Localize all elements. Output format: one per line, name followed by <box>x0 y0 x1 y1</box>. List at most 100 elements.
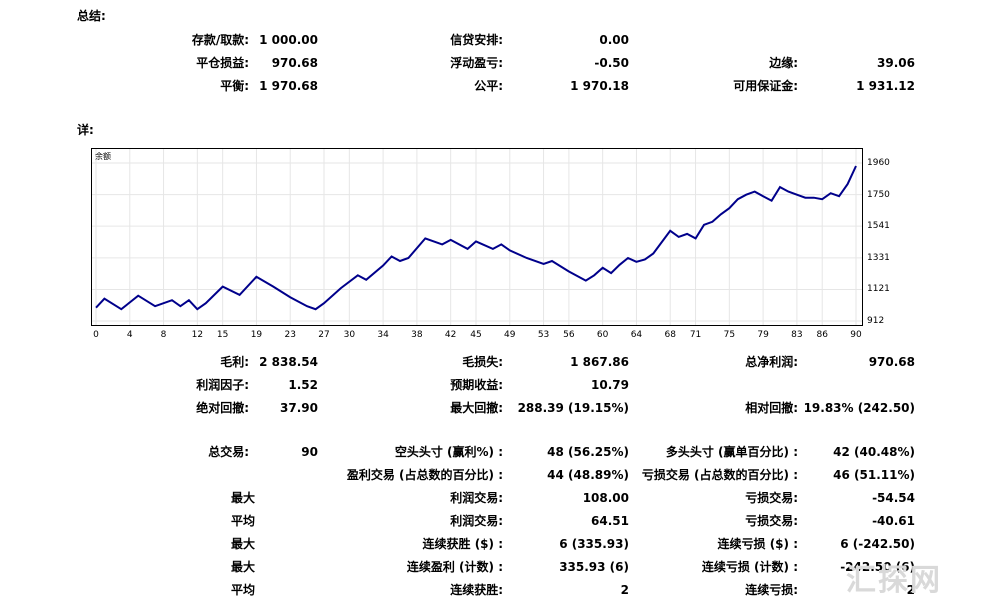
equity-value: 1 970.18 <box>570 79 629 93</box>
margin-value: 39.06 <box>877 56 915 70</box>
free-margin-value: 1 931.12 <box>856 79 915 93</box>
x-tick-label: 27 <box>318 330 330 340</box>
total-trades-value: 90 <box>301 445 318 459</box>
x-tick-label: 64 <box>630 330 643 340</box>
profit-trades-value: 44 (48.89%) <box>547 468 629 482</box>
expected-payoff-value: 10.79 <box>591 378 629 392</box>
gross-profit-value: 2 838.54 <box>259 355 318 369</box>
expected-payoff-label: 预期收益: <box>450 378 503 392</box>
row-prefix: 最大 <box>230 537 255 551</box>
net-profit-value: 970.68 <box>868 355 915 369</box>
short-positions-label: 空头头寸 (赢利%) : <box>394 445 503 459</box>
max-consec-loss-count-label: 连续亏损 (计数) : <box>701 560 798 574</box>
total-trades-label: 总交易: <box>208 445 249 459</box>
gross-loss-value: 1 867.86 <box>570 355 629 369</box>
rel-drawdown-label: 相对回撤: <box>745 401 798 415</box>
rel-drawdown-value: 19.83% (242.50) <box>803 401 915 415</box>
max-consec-wins-label: 连续获胜 ($) : <box>422 537 503 551</box>
floating-pl-label: 浮动盈亏: <box>450 56 503 70</box>
balance-chart-svg <box>92 149 862 325</box>
x-tick-label: 60 <box>596 330 609 340</box>
short-positions-value: 48 (56.25%) <box>547 445 629 459</box>
abs-drawdown-value: 37.90 <box>280 401 318 415</box>
balance-value: 1 970.68 <box>259 79 318 93</box>
x-tick-label: 19 <box>250 330 263 340</box>
avg-loss-value: -40.61 <box>872 514 915 528</box>
y-tick-label: 1331 <box>867 252 890 263</box>
loss-trades-value: 46 (51.11%) <box>833 468 915 482</box>
x-tick-label: 90 <box>850 330 862 340</box>
row-prefix: 最大 <box>230 491 255 505</box>
x-tick-label: 30 <box>343 330 356 340</box>
x-tick-label: 0 <box>93 330 99 340</box>
max-drawdown-value: 288.39 (19.15%) <box>517 401 629 415</box>
x-tick-label: 86 <box>816 330 828 340</box>
x-tick-label: 68 <box>664 330 676 340</box>
x-tick-label: 45 <box>470 330 482 340</box>
balance-chart: 余额 <box>91 148 863 326</box>
max-consec-wins-value: 6 (335.93) <box>559 537 629 551</box>
avg-profit-label: 利润交易: <box>450 514 503 528</box>
credit-value: 0.00 <box>599 33 629 47</box>
details-heading: 详: <box>77 123 94 137</box>
largest-loss-label: 亏损交易: <box>745 491 798 505</box>
free-margin-label: 可用保证金: <box>733 79 798 93</box>
y-tick-label: 1541 <box>867 221 890 232</box>
x-tick-label: 23 <box>284 330 296 340</box>
avg-consec-losses-label: 连续亏损: <box>745 583 798 597</box>
closed-pl-label: 平仓损益: <box>196 56 249 70</box>
x-tick-label: 8 <box>160 330 167 340</box>
x-tick-label: 49 <box>504 330 516 340</box>
x-tick-label: 71 <box>689 330 702 340</box>
avg-consec-wins-value: 2 <box>620 583 629 597</box>
largest-profit-value: 108.00 <box>582 491 629 505</box>
y-tick-label: 912 <box>867 316 885 326</box>
margin-label: 边缘: <box>769 56 798 70</box>
x-tick-label: 4 <box>126 330 133 340</box>
abs-drawdown-label: 绝对回撤: <box>196 401 249 415</box>
loss-trades-label: 亏损交易 (占总数的百分比) : <box>641 468 798 482</box>
balance-line <box>95 165 857 311</box>
x-tick-label: 12 <box>191 330 204 340</box>
largest-loss-value: -54.54 <box>872 491 915 505</box>
y-tick-label: 1121 <box>867 284 890 295</box>
avg-loss-label: 亏损交易: <box>745 514 798 528</box>
row-prefix: 平均 <box>230 514 255 528</box>
watermark-logo: 汇探网 <box>846 563 942 598</box>
x-tick-label: 42 <box>444 330 457 340</box>
profit-trades-label: 盈利交易 (占总数的百分比) : <box>346 468 503 482</box>
profit-factor-label: 利润因子: <box>196 378 249 392</box>
profit-factor-value: 1.52 <box>288 378 318 392</box>
long-positions-value: 42 (40.48%) <box>833 445 915 459</box>
avg-profit-value: 64.51 <box>591 514 629 528</box>
max-consec-profit-value: 335.93 (6) <box>559 560 629 574</box>
avg-consec-losses-value: 2 <box>906 583 915 597</box>
max-drawdown-label: 最大回撤: <box>450 401 503 415</box>
gross-profit-label: 毛利: <box>220 355 249 369</box>
max-consec-profit-label: 连续盈利 (计数) : <box>406 560 503 574</box>
x-tick-label: 56 <box>563 330 575 340</box>
floating-pl-value: -0.50 <box>594 56 629 70</box>
y-tick-label: 1750 <box>867 189 890 200</box>
x-tick-label: 53 <box>537 330 550 340</box>
x-tick-label: 79 <box>757 330 769 340</box>
max-consec-loss-count-value: -242.50 (6) <box>840 560 915 574</box>
closed-pl-value: 970.68 <box>271 56 318 70</box>
y-tick-label: 1960 <box>867 158 890 168</box>
row-prefix: 最大 <box>230 560 255 574</box>
largest-profit-label: 利润交易: <box>450 491 503 505</box>
row-prefix: 平均 <box>230 583 255 597</box>
long-positions-label: 多头头寸 (赢单百分比) : <box>665 445 798 459</box>
chart-title: 余额 <box>95 152 111 161</box>
x-tick-label: 38 <box>411 330 423 340</box>
net-profit-label: 总净利润: <box>745 355 798 369</box>
avg-consec-wins-label: 连续获胜: <box>450 583 503 597</box>
deposit-value: 1 000.00 <box>259 33 318 47</box>
balance-label: 平衡: <box>220 79 249 93</box>
x-tick-label: 83 <box>791 330 803 340</box>
deposit-label: 存款/取款: <box>191 33 249 47</box>
gross-loss-label: 毛损失: <box>462 355 503 369</box>
x-tick-label: 34 <box>377 330 389 340</box>
max-consec-losses-value: 6 (-242.50) <box>840 537 915 551</box>
x-tick-label: 15 <box>216 330 229 340</box>
